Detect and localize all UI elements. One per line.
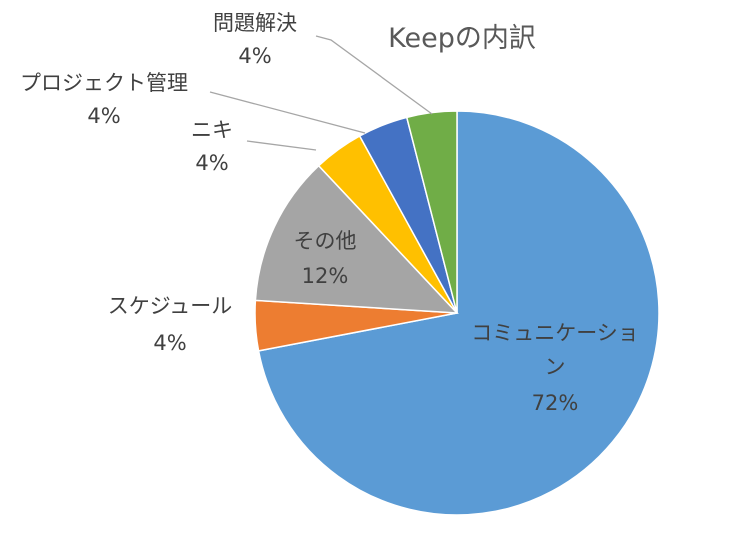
- slice-category-label: プロジェクト管理: [20, 71, 188, 95]
- pie-slice: [257, 110, 660, 516]
- pie-slice: [405, 110, 458, 314]
- slice-category-label: ニキ: [191, 118, 233, 142]
- slice-value-label: 72%: [532, 391, 579, 415]
- leader-line: [246, 140, 317, 151]
- leader-line: [209, 91, 366, 134]
- chart-title: Keepの内訳: [388, 23, 536, 54]
- slice-category-label: 問題解決: [213, 11, 297, 35]
- slice-category-label: その他: [294, 229, 357, 253]
- slice-value-label: 12%: [302, 264, 349, 288]
- slice-value-label: 4%: [238, 44, 271, 68]
- slice-value-label: 4%: [87, 104, 120, 128]
- slice-value-label: 4%: [153, 331, 186, 355]
- data-labels: コミュニケーション 72% スケジュール 4% その他 12% ニキ 4% プロジェクト管理 4%…: [20, 11, 639, 415]
- slice-category-label: コミュニケーション: [471, 321, 639, 379]
- leader-lines: [209, 35, 433, 151]
- slice-category-label: スケジュール: [108, 294, 233, 318]
- pie-slice: [254, 164, 459, 314]
- slice-value-label: 4%: [195, 151, 228, 175]
- leader-line: [315, 35, 433, 115]
- pie-slices: [254, 110, 660, 516]
